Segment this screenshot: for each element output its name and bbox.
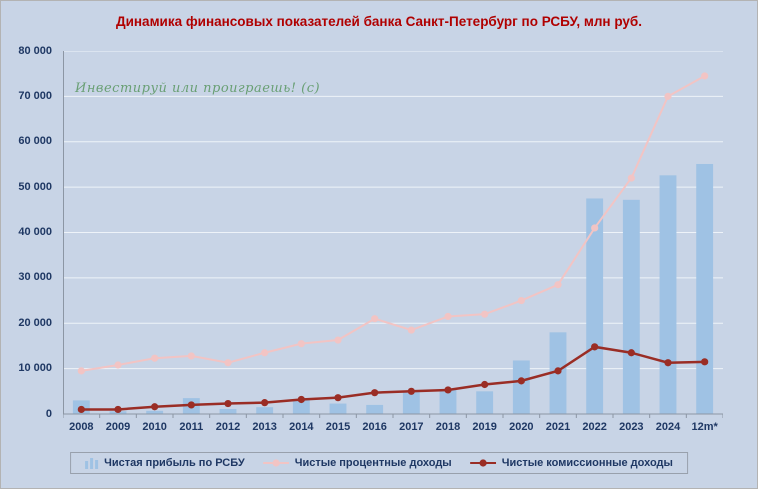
legend-item-commission_income: Чистые комиссионные доходы [469,457,673,469]
y-axis-label: 10 000 [18,362,52,375]
marker-interest_income [554,281,562,289]
marker-interest_income [591,224,599,232]
legend-item-interest_income: Чистые процентные доходы [262,457,452,469]
bar-net_profit [439,389,457,414]
marker-commission_income [297,395,305,404]
chart-title: Динамика финансовых показателей банка Са… [115,14,642,29]
marker-commission_income [151,403,159,411]
y-axis-label: 70 000 [18,89,52,102]
bar-net_profit [512,360,530,414]
x-axis-label: 2017 [399,421,424,433]
x-axis-label: 2012 [215,421,241,433]
legend-label: Чистые комиссионные доходы [501,457,673,469]
marker-commission_income [77,405,85,414]
x-axis-label: 2011 [179,421,204,433]
line-series-icon [469,459,496,467]
y-axis-label: 60 000 [18,135,52,148]
marker-interest_income [407,326,415,334]
bar-net_profit [622,199,640,414]
x-axis: 2008 2009 2010 2011 2012 2013 2014 2015 2016 2017… [63,421,723,437]
marker-commission_income [334,394,342,402]
bar-net_profit [366,404,384,414]
x-axis-label: 2018 [435,421,461,433]
legend-item-net_profit: Чистая прибыль по РСБУ [85,457,245,469]
x-axis-label: 2016 [362,421,387,433]
marker-commission_income [187,401,195,409]
y-axis-label: 0 [45,407,52,420]
marker-commission_income [444,386,452,394]
y-axis-label: 50 000 [18,180,52,193]
bar-net_profit [659,175,677,414]
y-axis-label: 80 000 [18,44,52,57]
marker-commission_income [224,399,232,408]
marker-interest_income [371,315,379,323]
x-axis-label: 2020 [509,421,534,433]
marker-interest_income [481,310,489,318]
marker-interest_income [297,340,305,348]
legend-label: Чистая прибыль по РСБУ [104,457,245,469]
bar-net_profit [402,392,420,414]
marker-commission_income [481,380,489,389]
marker-commission_income [517,377,525,385]
x-axis-label: 2008 [69,421,94,433]
marker-commission_income [701,358,709,366]
y-axis: 0 10 000 20 000 30 000 40 000 50 000 60 000 70 … [1,45,57,420]
x-axis-label: 2023 [619,421,644,433]
line-series-icon [262,459,289,467]
bar-net_profit [146,410,164,414]
legend-label: Чистые процентные доходы [294,457,452,469]
line-interest_income [81,75,706,372]
marker-interest_income [77,367,85,375]
marker-interest_income [664,92,672,100]
marker-interest_income [627,174,635,182]
y-axis-label: 20 000 [18,316,52,329]
marker-interest_income [444,312,452,321]
marker-interest_income [261,349,269,357]
marker-commission_income [664,359,672,367]
legend: Чистая прибыль по РСБУ Чистые процентные … [70,452,688,474]
line-commission_income [81,345,705,411]
x-axis-label: 2009 [105,421,131,433]
chart-canvas [62,50,724,418]
marker-commission_income [627,349,635,357]
x-axis-label: 2019 [472,421,497,433]
marker-interest_income [224,359,232,367]
x-axis-label: 2015 [325,421,351,433]
x-axis-label: 2013 [252,421,277,433]
bar-net_profit [476,391,494,414]
marker-interest_income [187,352,195,360]
x-axis-label: 2021 [545,421,571,433]
marker-commission_income [591,343,599,351]
bar-net_profit [586,198,604,414]
x-axis-label: 2024 [655,421,681,433]
bar-net_profit [256,407,274,414]
marker-interest_income [517,296,525,305]
marker-interest_income [114,361,122,369]
marker-interest_income [701,72,709,80]
marker-interest_income [151,354,159,362]
marker-commission_income [371,389,379,397]
bar-net_profit [329,403,347,414]
marker-commission_income [114,405,122,414]
watermark-text: Инвестируй или проиграешь! (с) [75,81,321,96]
marker-commission_income [554,367,562,375]
marker-interest_income [334,336,342,344]
x-axis-label: 12m* [691,421,718,433]
x-axis-label: 2010 [142,421,167,433]
bar-net_profit [219,409,237,414]
marker-commission_income [407,387,415,395]
x-axis-label: 2022 [582,421,607,433]
y-axis-label: 40 000 [18,226,52,238]
bar-series-icon [85,457,99,469]
plot-area [62,50,724,419]
x-axis-label: 2014 [289,421,314,433]
marker-commission_income [261,399,269,407]
y-axis-label: 30 000 [18,271,52,284]
bar-net_profit [696,163,714,414]
bar-net_profit [292,399,310,414]
